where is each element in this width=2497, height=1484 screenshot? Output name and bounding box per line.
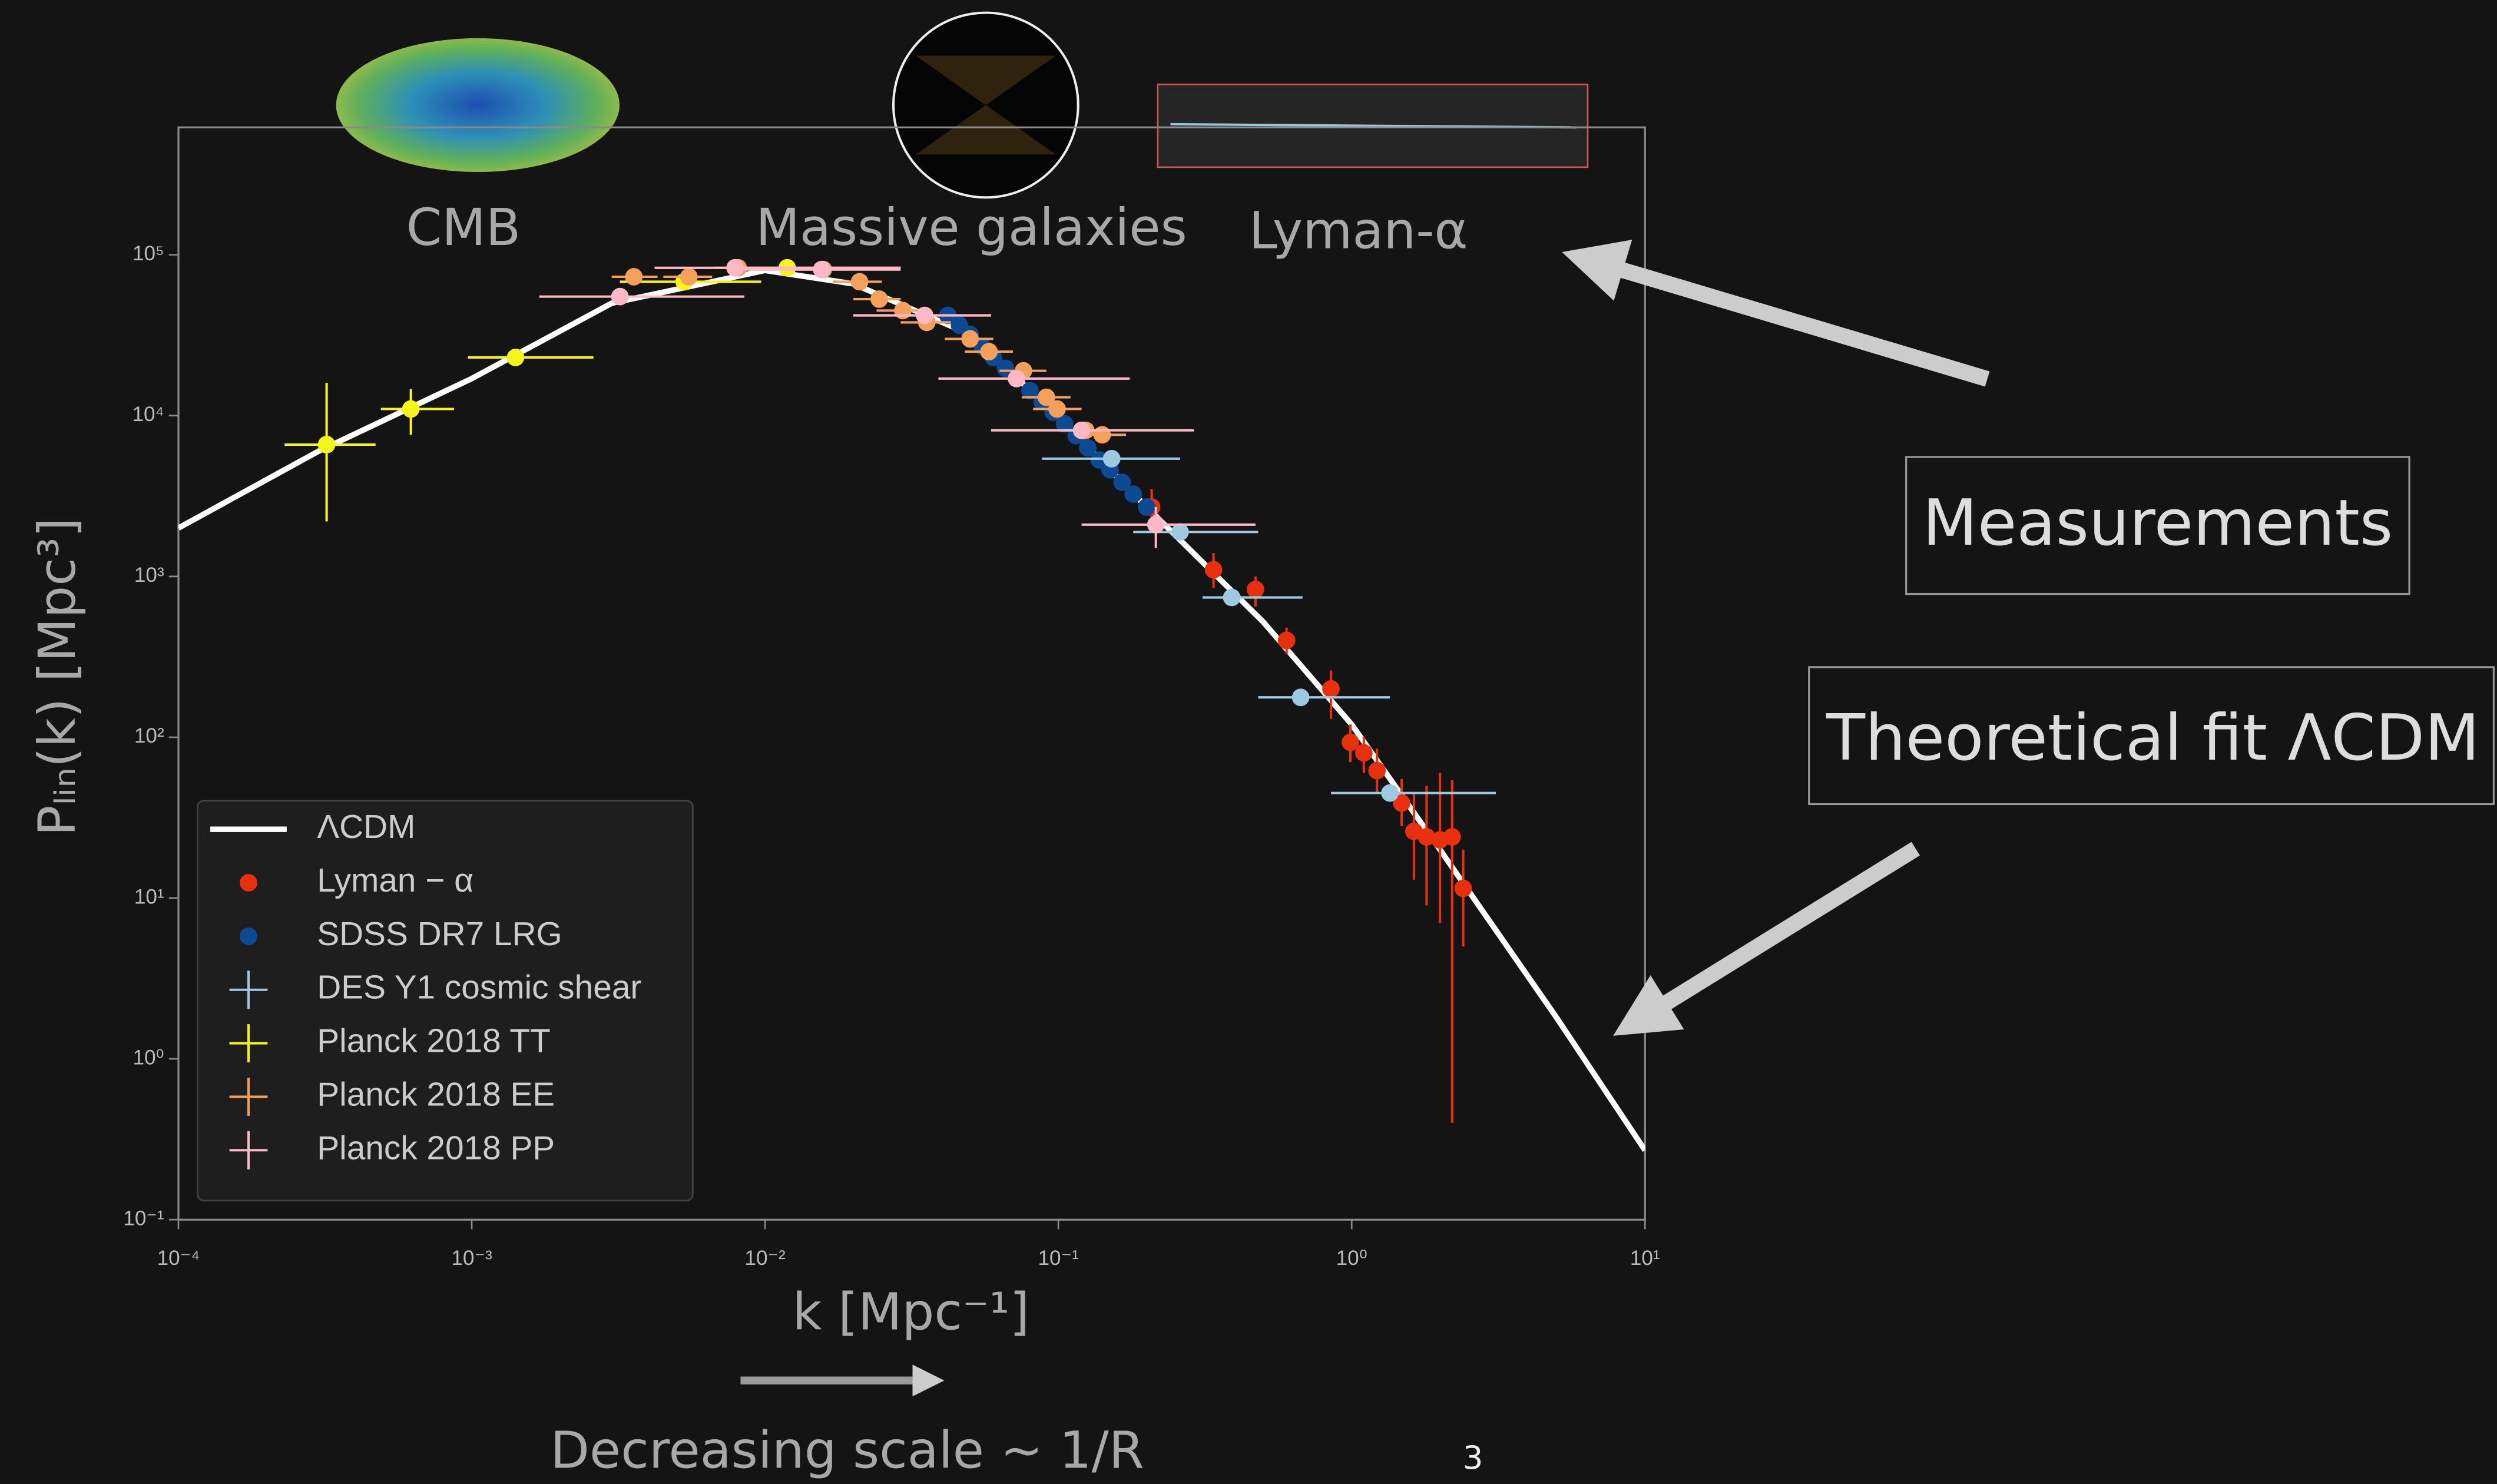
data-point [1037,388,1055,406]
y-tick-label: 10⁻¹ [123,1207,164,1230]
data-point [1171,523,1189,541]
y-tick-label: 10⁵ [133,242,164,265]
cmb-map [336,38,620,173]
legend-marker [240,928,257,945]
probe-label: CMB [406,198,521,257]
annotation: Measurements [1923,486,2393,560]
data-point [726,259,744,277]
data-point [1277,631,1296,650]
probe-label: Lyman-α [1249,201,1468,260]
y-tick-label: 10⁰ [133,1046,164,1069]
data-point [1247,581,1264,598]
plot-frame [177,126,1646,1221]
data-point [961,330,979,348]
data-point [1342,733,1359,751]
data-point [1079,439,1097,457]
data-point [1454,879,1472,897]
data-point [1124,485,1142,503]
data-point [894,302,912,320]
page-number: 3 [1463,1439,1483,1476]
data-point [1368,761,1386,780]
data-point [870,290,888,308]
plot: 10⁻⁴ 10⁻³ 10⁻² 10⁻¹ 10⁰ 10¹ 10⁻¹ 10⁰ 10¹ 10² 10³ 10… [123,242,1660,1270]
y-tick-label: 10⁴ [132,403,164,426]
legend-marker [240,874,257,892]
data-point [402,400,420,418]
data-point [1093,426,1111,444]
data-point [1355,744,1373,762]
y-tick-label: 10² [134,724,164,747]
data-point [317,436,336,453]
y-tick-label: 10¹ [134,885,164,908]
x-tick-label: 10¹ [1630,1247,1660,1270]
data-point [1223,588,1241,607]
data-point [850,273,869,291]
data-point [506,349,525,366]
scale-note: Decreasing scale ∼ 1/R [550,1422,1144,1480]
data-point [680,268,698,286]
legend-label: Planck 2018 EE [317,1076,555,1113]
data-point [1072,421,1091,439]
data-point [1048,400,1066,418]
data-point [813,260,831,279]
x-tick-label: 10⁻³ [451,1247,492,1270]
data-point [1102,449,1121,468]
data-point [1393,794,1410,812]
arrow [1613,842,1920,1036]
x-tick-label: 10⁰ [1336,1247,1367,1270]
x-tick-label: 10⁻¹ [1038,1247,1078,1270]
legend-label: Planck 2018 PP [317,1129,555,1167]
data-point [1322,680,1340,698]
x-axis-label: k [Mpc⁻¹] [792,1283,1029,1341]
legend-label: DES Y1 cosmic shear [317,969,641,1006]
annotation: Theoretical fit ΛCDM [1826,701,2479,775]
data-point [1443,828,1461,846]
data-point [1147,515,1165,534]
data-point [1113,473,1131,491]
data-point [1008,369,1025,387]
x-tick-label: 10⁻⁴ [157,1247,200,1270]
data-point [1381,784,1399,802]
annotation-box [1905,456,2410,595]
data-point [916,306,933,324]
x-tick-label: 10⁻² [744,1247,786,1270]
data-point [1021,382,1039,400]
data-point [611,287,629,306]
data-point [1055,415,1074,433]
y-axis-label: Pₗᵢₙ(k) [Mpc³] [28,518,87,836]
legend-box [197,800,694,1202]
legend-label: Planck 2018 TT [317,1023,551,1060]
data-layer [178,259,1645,1152]
data-point [1138,498,1155,516]
data-point [1291,688,1310,707]
arrow [1562,240,1990,387]
legend-label: Lyman − α [317,862,473,899]
galaxy-survey [892,11,1079,199]
data-point [1418,828,1436,846]
legend-label: SDSS DR7 LRG [317,916,562,953]
data-point [980,343,998,360]
data-point [625,268,643,286]
data-point [1204,561,1223,579]
legend-label: ΛCDM [317,809,415,846]
y-tick-label: 10³ [134,564,164,587]
annotation-box [1808,666,2495,806]
probe-label: Massive galaxies [756,198,1187,257]
